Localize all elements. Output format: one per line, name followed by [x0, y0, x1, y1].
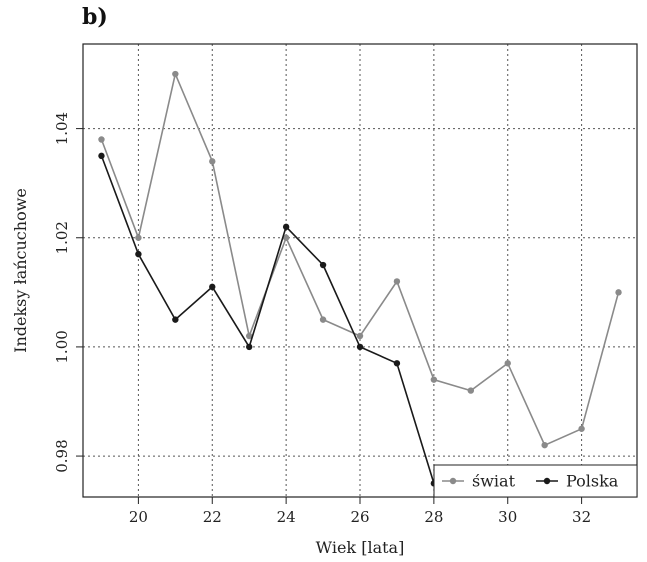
legend-box: [433, 464, 638, 498]
series-line: [100, 155, 435, 484]
data-point: [172, 70, 179, 78]
y-tick-label: 1.00: [53, 330, 71, 363]
series-1: [98, 70, 622, 449]
legend-label: Polska: [566, 472, 619, 491]
legend-label: świat: [472, 472, 516, 491]
data-point: [209, 283, 216, 291]
y-axis-label: Indeksy łańcuchowe: [11, 188, 30, 353]
data-point: [282, 234, 290, 241]
x-tick-label: 30: [498, 508, 517, 526]
legend-swatch-point: [543, 477, 551, 485]
x-tick-label: 22: [203, 508, 222, 526]
data-point: [541, 441, 548, 449]
x-axis-label: Wiek [lata]: [316, 538, 405, 557]
data-point: [504, 360, 511, 367]
data-point: [172, 316, 179, 323]
data-point: [393, 360, 401, 367]
x-tick-label: 32: [572, 508, 591, 526]
data-point: [578, 425, 585, 432]
data-point: [356, 343, 364, 351]
x-tick-label: 28: [424, 508, 443, 526]
data-point: [135, 250, 142, 258]
series-layer: [98, 70, 622, 487]
data-point: [430, 376, 438, 383]
data-point: [246, 343, 253, 351]
x-axis: 20 22 24 26 28 30 32: [129, 497, 591, 526]
data-point: [98, 152, 105, 160]
x-tick-label: 20: [129, 508, 148, 526]
data-point: [135, 234, 142, 241]
data-point: [356, 332, 364, 340]
data-point: [209, 158, 216, 165]
y-tick-label: 1.04: [53, 112, 71, 145]
data-point: [467, 387, 474, 394]
y-tick-label: 1.02: [53, 221, 71, 254]
series-2: [98, 152, 438, 487]
y-tick-label: 0.98: [53, 439, 71, 472]
data-point: [319, 261, 327, 269]
x-tick-label: 24: [277, 508, 296, 526]
data-point: [246, 332, 253, 340]
panel-label: b): [82, 4, 108, 30]
legend-swatch-point: [449, 477, 457, 485]
legend: świat Polska: [433, 464, 638, 498]
data-point: [615, 289, 622, 296]
data-point: [98, 136, 105, 143]
x-tick-label: 26: [350, 508, 369, 526]
data-point: [282, 223, 290, 231]
data-point: [319, 316, 327, 323]
y-axis: 0.98 1.00 1.02 1.04: [53, 112, 83, 473]
data-point: [393, 278, 401, 285]
